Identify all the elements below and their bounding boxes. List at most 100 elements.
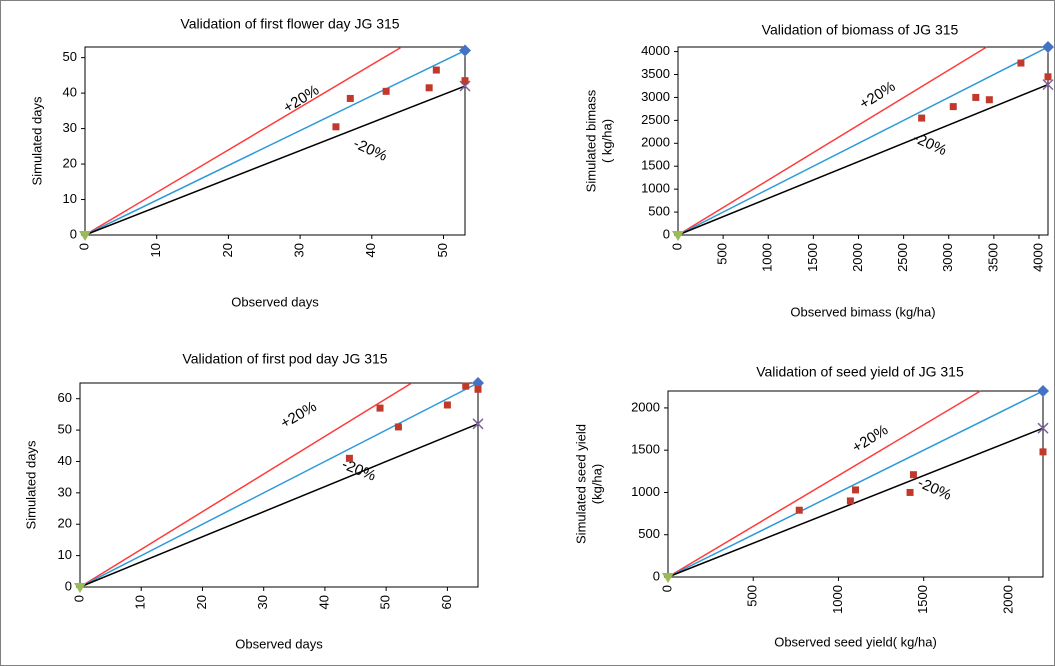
x-axis-label: Observed seed yield( kg/ha) [774,634,937,649]
point [846,497,854,505]
y-tick-label: 30 [58,484,72,499]
y-tick-label: 50 [63,49,77,64]
point [918,114,926,122]
reference-line [667,427,1044,578]
point [795,506,803,514]
y-tick-label: 1500 [631,442,660,457]
y-tick-label: 2000 [641,135,670,150]
y-tick-label: 60 [58,390,72,405]
x-tick-label: 0 [669,243,684,250]
y-tick-label: 1000 [631,484,660,499]
y-tick-label: 1500 [641,158,670,173]
y-tick-label: 20 [58,516,72,531]
point [376,404,384,412]
x-tick-label: 2000 [850,243,865,272]
reference-line [667,390,981,578]
y-tick-label: 0 [70,226,77,241]
x-axis-label: Observed bimass (kg/ha) [790,304,935,319]
y-tick-label: 500 [638,526,660,541]
x-tick-label: 0 [659,585,674,592]
point [474,385,482,393]
point [906,488,914,496]
y-tick-label: 3500 [641,66,670,81]
x-tick-label: 0 [76,243,91,250]
point [672,231,684,241]
point [432,66,440,74]
chart-title: Validation of biomass of JG 315 [762,22,959,38]
chart-title: Validation of seed yield of JG 315 [756,364,964,380]
y-axis-label: Simulated bimass [583,89,598,192]
x-tick-label: 1000 [830,585,845,614]
y-tick-label: 2000 [631,399,660,414]
x-tick-label: 30 [255,595,270,609]
point [74,583,86,593]
reference-line [79,423,479,588]
point [1039,448,1047,456]
point [972,93,980,101]
y-tick-label: 0 [65,578,72,593]
reference-line [677,83,1049,236]
point [472,418,484,430]
y-axis-label: Simulated days [23,440,38,529]
x-tick-label: 20 [194,595,209,609]
x-tick-label: 1000 [760,243,775,272]
reference-line [84,49,466,236]
plot-frame [677,46,1049,236]
x-tick-label: 3500 [985,243,1000,272]
x-tick-label: 1500 [915,585,930,614]
point [1037,422,1049,434]
y-axis-label: ( kg/ha) [599,119,614,163]
point [79,231,91,241]
point [382,87,390,95]
x-tick-label: 50 [435,243,450,257]
y-tick-label: 1000 [641,181,670,196]
plot-frame [84,46,466,236]
x-tick-label: 3000 [940,243,955,272]
x-axis-label: Observed days [231,294,319,309]
chart-title: Validation of first flower day JG 315 [180,16,399,32]
point [459,44,471,57]
y-tick-label: 0 [653,568,660,583]
x-tick-label: 4000 [1030,243,1045,272]
x-tick-label: 40 [316,595,331,609]
point [443,401,451,409]
reference-line [79,382,412,588]
y-tick-label: 2500 [641,112,670,127]
point [346,94,354,102]
y-tick-label: 40 [63,85,77,100]
y-tick-label: 500 [648,204,670,219]
point [345,454,353,462]
x-tick-label: 500 [745,585,760,607]
reference-line [79,382,479,588]
point [1044,73,1052,81]
chart-title: Validation of first pod day JG 315 [182,351,387,367]
point [425,84,433,92]
point [662,573,674,583]
y-tick-label: 10 [63,191,77,206]
point [1042,41,1054,53]
x-tick-label: 500 [715,243,730,265]
reference-line [677,46,1049,236]
reference-line [84,85,466,236]
point [332,123,340,131]
y-axis-label: Simulated seed yield [573,424,588,544]
x-tick-label: 0 [71,595,86,602]
y-axis-label: (kg/ha) [589,464,604,504]
reference-line [84,47,401,236]
y-tick-label: 3000 [641,89,670,104]
y-tick-label: 10 [58,547,72,562]
point [1042,79,1054,91]
point [1017,59,1025,67]
plot-frame [667,390,1044,578]
x-tick-label: 20 [220,243,235,257]
point [909,471,917,479]
x-tick-label: 2000 [1000,585,1015,614]
point [1037,385,1049,397]
y-axis-label: Simulated days [29,96,44,185]
plot-frame [79,382,479,588]
x-tick-label: 50 [378,595,393,609]
point [949,103,957,111]
y-tick-label: 30 [63,120,77,135]
